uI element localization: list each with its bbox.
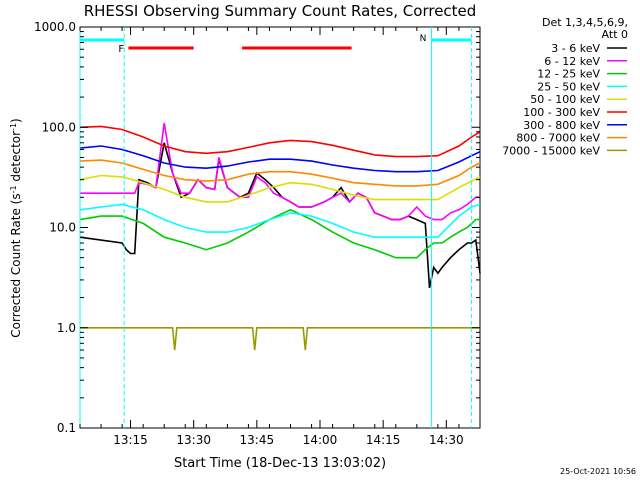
y-axis-label: Corrected Count Rate (s-1 detector-1) [9,118,24,337]
footer-date: 25-Oct-2021 10:56 [560,467,636,476]
legend-label-3: 25 - 50 keV [537,80,600,93]
legend-label-2: 12 - 25 keV [537,68,600,81]
night-bar-label-1: N [420,34,427,44]
legend-header-line2: Att 0 [602,28,628,41]
y-tick-label-0: 0.1 [57,421,76,435]
series-line-5 [79,125,481,158]
x-tick-label-4: 14:15 [366,433,401,447]
x-axis-label: Start Time (18-Dec-13 13:03:02) [174,456,386,471]
legend-label-1: 6 - 12 keV [544,55,600,68]
x-tick-label-1: 13:30 [176,433,211,447]
y-tick-label-3: 100.0 [42,120,76,134]
x-tick-label-5: 14:30 [429,433,464,447]
series-line-8 [80,326,480,351]
y-axis-label-sup2: -1 [9,123,18,131]
series-line-7 [79,159,481,187]
series-line-2 [79,208,480,259]
legend-label-4: 50 - 100 keV [530,93,600,106]
legend-header-line1: Det 1,3,4,5,6,9, [542,16,628,29]
legend-label-8: 7000 - 15000 keV [502,144,600,157]
x-tick-label-2: 13:45 [240,433,275,447]
legend-label-0: 3 - 6 keV [551,42,600,55]
plot-area: NF [79,26,481,429]
chart-title: RHESSI Observing Summary Count Rates, Co… [84,2,477,20]
series-line-4 [79,174,481,203]
x-tick-label-0: 13:15 [113,433,148,447]
series-line-1 [80,122,480,221]
legend-label-5: 100 - 300 keV [523,106,600,119]
series-line-3 [79,203,481,238]
y-axis-ticks: 0.1 1.0 10.0 100.0 1000.0 [34,20,480,435]
x-tick-label-3: 14:00 [303,433,338,447]
series-line-6 [79,145,481,173]
legend-label-6: 300 - 800 keV [523,119,600,132]
plot-frame [79,26,481,429]
y-axis-label-mid: detector [9,131,23,186]
y-axis-label-sup1: -1 [9,185,18,193]
attenuator-bar-label-0: F [118,44,124,55]
y-axis-label-main: Corrected Count Rate (s [9,193,23,337]
y-tick-label-1: 1.0 [57,321,76,335]
y-axis-label-end: ) [9,118,23,123]
legend-label-7: 800 - 7000 keV [516,132,600,145]
y-tick-label-2: 10.0 [49,221,76,235]
x-axis-ticks: 13:15 13:30 13:45 14:00 14:15 14:30 [79,27,481,447]
y-tick-label-4: 1000.0 [34,20,76,34]
